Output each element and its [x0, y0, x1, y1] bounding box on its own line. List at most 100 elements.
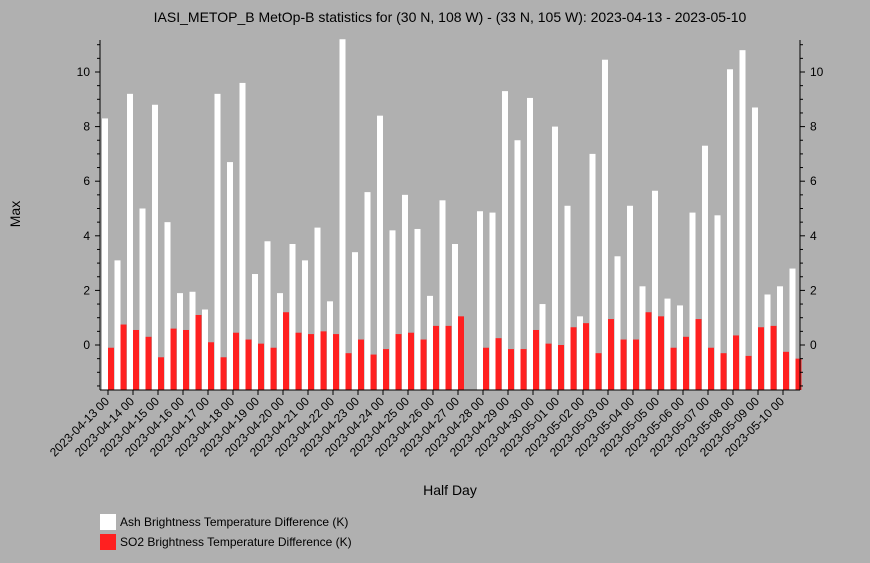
ash-bar — [439, 200, 446, 390]
ash-bar — [264, 241, 271, 390]
so2-bar — [333, 334, 339, 390]
ash-bar — [752, 107, 758, 391]
y-tick-label-right: 8 — [810, 120, 817, 134]
ash-bar — [677, 305, 683, 390]
chart-title: IASI_METOP_B MetOp-B statistics for (30 … — [153, 9, 747, 25]
ash-bar — [352, 252, 358, 390]
so2-bar — [358, 339, 364, 390]
ash-bar — [714, 215, 721, 390]
y-tick-label-right: 2 — [810, 283, 817, 297]
ash-bar — [739, 50, 746, 390]
legend-swatch-so2 — [100, 534, 116, 550]
ash-bar — [702, 145, 708, 390]
ash-bar — [139, 208, 146, 390]
ash-bar — [514, 140, 521, 390]
so2-bar — [645, 312, 652, 390]
ash-bar — [777, 286, 783, 390]
ash-bar — [239, 82, 246, 391]
so2-bar — [183, 329, 189, 390]
so2-bar — [383, 349, 389, 390]
so2-bar — [583, 323, 589, 390]
so2-bar — [783, 351, 789, 390]
so2-bar — [708, 347, 714, 390]
ash-bar — [389, 230, 396, 390]
ash-bar — [427, 295, 433, 390]
so2-bar — [120, 324, 127, 390]
ash-bar — [152, 104, 158, 390]
ash-bar — [789, 268, 796, 390]
ash-bar — [364, 192, 371, 390]
ash-bar — [189, 291, 196, 390]
ash-bar — [452, 243, 458, 390]
so2-bar — [608, 319, 614, 390]
y-tick-label-right: 6 — [810, 174, 817, 188]
ash-bar — [164, 222, 171, 390]
ash-bar — [339, 39, 346, 391]
ash-bar — [689, 212, 696, 390]
so2-bar — [595, 353, 602, 390]
ash-bar — [114, 260, 121, 390]
so2-bar — [795, 358, 802, 390]
ash-bar — [652, 190, 658, 390]
so2-bar — [170, 328, 177, 390]
y-tick-label-left: 4 — [83, 229, 90, 243]
y-tick-label-right: 10 — [810, 65, 824, 79]
y-tick-label-left: 8 — [83, 120, 90, 134]
ash-bar — [127, 93, 133, 390]
legend-item-ash: Ash Brightness Temperature Difference (K… — [100, 512, 352, 532]
ash-bar — [202, 309, 208, 390]
bars-group — [102, 39, 802, 391]
ash-bar — [314, 227, 321, 390]
legend-item-so2: SO2 Brightness Temperature Difference (K… — [100, 532, 352, 552]
ash-bar — [214, 93, 221, 390]
so2-bar — [208, 342, 214, 390]
ash-bar — [289, 243, 296, 390]
so2-bar — [770, 325, 777, 390]
so2-bar — [733, 335, 739, 390]
ash-bar — [302, 260, 308, 390]
so2-bar — [270, 347, 277, 390]
so2-bar — [433, 325, 439, 390]
so2-bar — [495, 338, 502, 390]
legend-swatch-ash — [100, 514, 116, 530]
y-tick-label-left: 2 — [83, 283, 90, 297]
so2-bar — [258, 343, 264, 390]
ash-bar — [602, 59, 608, 391]
y-tick-label-right: 0 — [810, 338, 817, 352]
so2-bar — [233, 332, 239, 390]
ash-bar — [252, 274, 258, 390]
ash-bar — [664, 298, 671, 390]
so2-bar — [320, 331, 327, 390]
so2-bar — [670, 347, 677, 390]
legend: Ash Brightness Temperature Difference (K… — [100, 512, 352, 552]
ash-bar — [102, 118, 108, 390]
ash-bar — [589, 153, 596, 390]
legend-label-ash: Ash Brightness Temperature Difference (K… — [120, 515, 349, 529]
so2-bar — [558, 345, 564, 390]
so2-bar — [620, 339, 627, 390]
so2-bar — [195, 314, 202, 390]
legend-label-so2: SO2 Brightness Temperature Difference (K… — [120, 535, 352, 549]
ash-bar — [764, 294, 771, 390]
so2-bar — [420, 339, 427, 390]
so2-bar — [633, 339, 639, 390]
so2-bar — [133, 329, 139, 390]
ash-bar — [639, 286, 646, 390]
so2-bar — [508, 349, 514, 390]
so2-bar — [245, 339, 252, 390]
ash-bar — [527, 97, 533, 390]
so2-bar — [395, 334, 402, 390]
so2-bar — [483, 347, 489, 390]
ash-bar — [627, 205, 633, 390]
so2-bar — [295, 332, 302, 390]
so2-bar — [570, 327, 577, 390]
ash-bar — [727, 69, 733, 391]
ash-bar — [539, 304, 546, 390]
so2-bar — [220, 357, 227, 390]
ash-bar — [564, 205, 571, 390]
ash-bar — [489, 212, 496, 390]
ash-bar — [414, 228, 421, 390]
so2-bar — [308, 334, 314, 390]
